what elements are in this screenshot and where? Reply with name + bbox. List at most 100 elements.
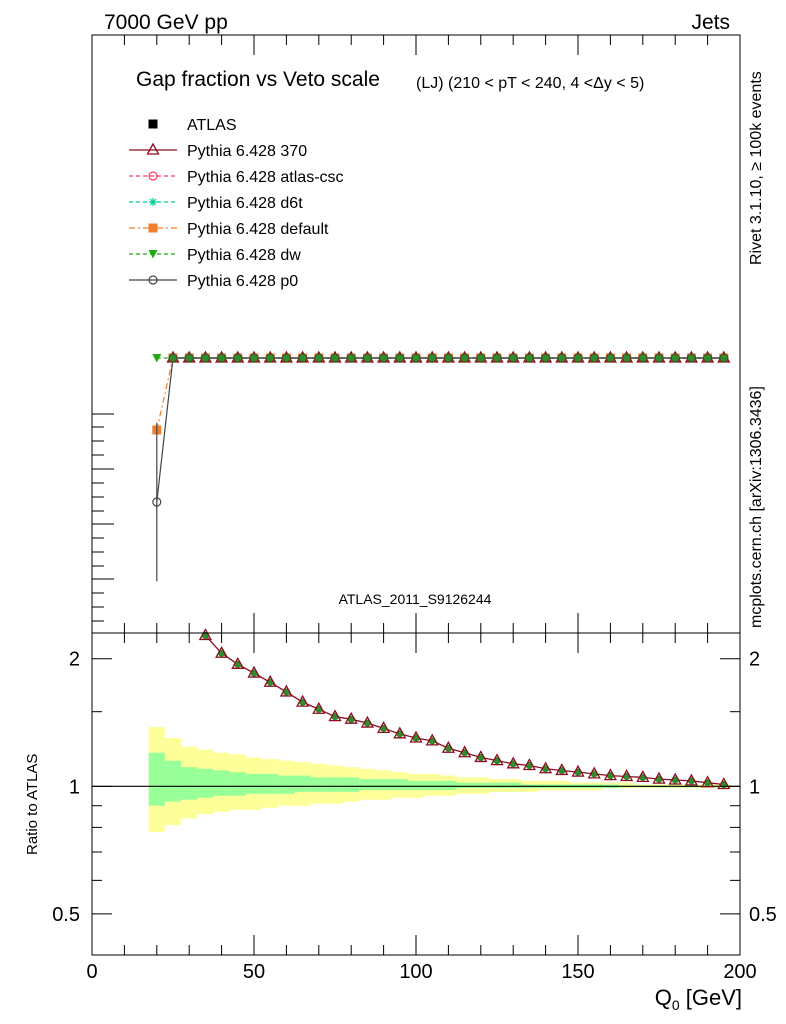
ratio-y-tick-label: 2 <box>69 649 80 671</box>
x-tick-label: 200 <box>723 961 756 983</box>
inner-band-segment <box>181 767 198 800</box>
data-point <box>573 353 583 363</box>
x-axis-label-main: Q <box>655 985 672 1010</box>
inner-band-segment <box>245 773 263 794</box>
inner-band-segment <box>213 770 230 796</box>
main-subtitle: (LJ) (210 < pT < 240, 4 <Δy < 5) <box>416 75 644 92</box>
legend-marker <box>148 223 158 233</box>
data-point <box>217 353 227 363</box>
x-tick-label: 0 <box>86 961 97 983</box>
data-point <box>638 353 648 363</box>
data-point <box>152 354 162 363</box>
main-panel: Gap fraction vs Veto scale (LJ) (210 < p… <box>91 34 741 634</box>
ratio-point <box>328 709 342 722</box>
legend-entry: Pythia 6.428 atlas-csc <box>129 169 344 186</box>
data-point <box>476 353 486 363</box>
x-axis-label: Q0 [GeV] <box>655 985 742 1013</box>
ratio-point <box>198 628 212 641</box>
ratio-point <box>684 773 698 786</box>
data-point <box>200 353 210 363</box>
ratio-point <box>312 701 326 714</box>
ratio-point <box>231 656 245 669</box>
ratio-y-tick-label-right: 0.5 <box>749 904 777 926</box>
ratio-point <box>377 721 391 734</box>
inner-band-segment <box>294 775 311 792</box>
watermark-label: ATLAS_2011_S9126244 <box>339 591 492 607</box>
legend-marker <box>148 119 158 129</box>
ratio-point <box>636 769 650 782</box>
side-label-rivet: Rivet 3.1.10, ≥ 100k events <box>748 71 765 265</box>
inner-band-segment <box>148 752 165 806</box>
inner-band-segment <box>262 773 279 794</box>
legend-marker <box>149 198 157 206</box>
side-label-mcplots: mcplots.cern.ch [arXiv:1306.3436] <box>748 386 765 628</box>
main-series-group <box>152 350 731 582</box>
data-point <box>152 497 162 507</box>
legend-label: Pythia 6.428 p0 <box>187 273 298 290</box>
legend-entry: Pythia 6.428 p0 <box>129 273 298 290</box>
data-point <box>184 353 194 363</box>
ratio-y-tick-label-right: 1 <box>749 776 760 798</box>
inner-band-segment <box>278 775 295 794</box>
legend-label: Pythia 6.428 default <box>187 221 329 238</box>
data-point <box>314 353 324 363</box>
data-point <box>427 353 437 363</box>
ratio-point <box>522 758 536 771</box>
x-tick-label: 50 <box>243 961 265 983</box>
data-point <box>492 353 502 363</box>
header-left-label: 7000 GeV pp <box>104 11 228 34</box>
ratio-point <box>587 766 601 779</box>
inner-band-segment <box>343 777 360 792</box>
series-pythia-6-428-default <box>152 353 729 435</box>
ratio-y-tick-label: 0.5 <box>52 904 80 926</box>
data-point <box>654 353 664 363</box>
data-point <box>379 353 389 363</box>
ratio-point <box>701 775 715 788</box>
series-line <box>156 357 724 431</box>
x-axis-label-unit: [GeV] <box>680 985 742 1010</box>
inner-band-segment <box>375 779 392 791</box>
header-right-label: Jets <box>691 11 730 34</box>
data-point <box>589 353 599 363</box>
ratio-point <box>668 772 682 785</box>
ratio-panel: 0.5 0.51 12 20 50 100 150 200 Ratio to ATLAS Q0… <box>24 35 777 1013</box>
ratio-point <box>603 768 617 781</box>
ratio-point <box>474 750 488 763</box>
data-point <box>670 353 680 363</box>
ratio-point <box>344 711 358 724</box>
ratio-point <box>360 715 374 728</box>
ratio-point <box>717 777 731 790</box>
legend-label: Pythia 6.428 atlas-csc <box>187 169 344 186</box>
ratio-point <box>296 694 310 707</box>
legend-marker <box>148 275 158 285</box>
ratio-series-group <box>198 628 731 790</box>
main-y-ticks <box>92 413 114 622</box>
data-point <box>395 353 405 363</box>
ratio-point <box>441 740 455 753</box>
data-point <box>622 353 631 363</box>
inner-band-segment <box>229 772 246 796</box>
data-point <box>557 353 567 363</box>
series-pythia-6-428-p0 <box>152 353 729 582</box>
legend-label: Pythia 6.428 dw <box>187 247 301 264</box>
ratio-ylabel: Ratio to ATLAS <box>24 754 41 855</box>
legend-entry: Pythia 6.428 default <box>129 221 329 238</box>
inner-band-segment <box>456 782 473 789</box>
inner-band-segment <box>505 782 522 789</box>
data-point <box>346 353 356 363</box>
ratio-point <box>571 764 585 777</box>
inner-band-segment <box>488 782 506 789</box>
legend-entry: Pythia 6.428 dw <box>129 247 301 264</box>
data-point <box>460 353 470 363</box>
inner-band-segment <box>164 760 182 802</box>
ratio-point <box>425 733 439 746</box>
data-point <box>168 353 178 363</box>
x-tick-label: 100 <box>399 961 432 983</box>
inner-band-segment <box>424 780 441 791</box>
ratio-point <box>490 753 504 766</box>
data-point <box>541 353 550 363</box>
data-point <box>525 353 534 363</box>
ratio-point <box>652 771 666 784</box>
ratio-axes: 0.5 0.5 1 1 2 2 0 50 100 150 200 <box>52 35 777 983</box>
